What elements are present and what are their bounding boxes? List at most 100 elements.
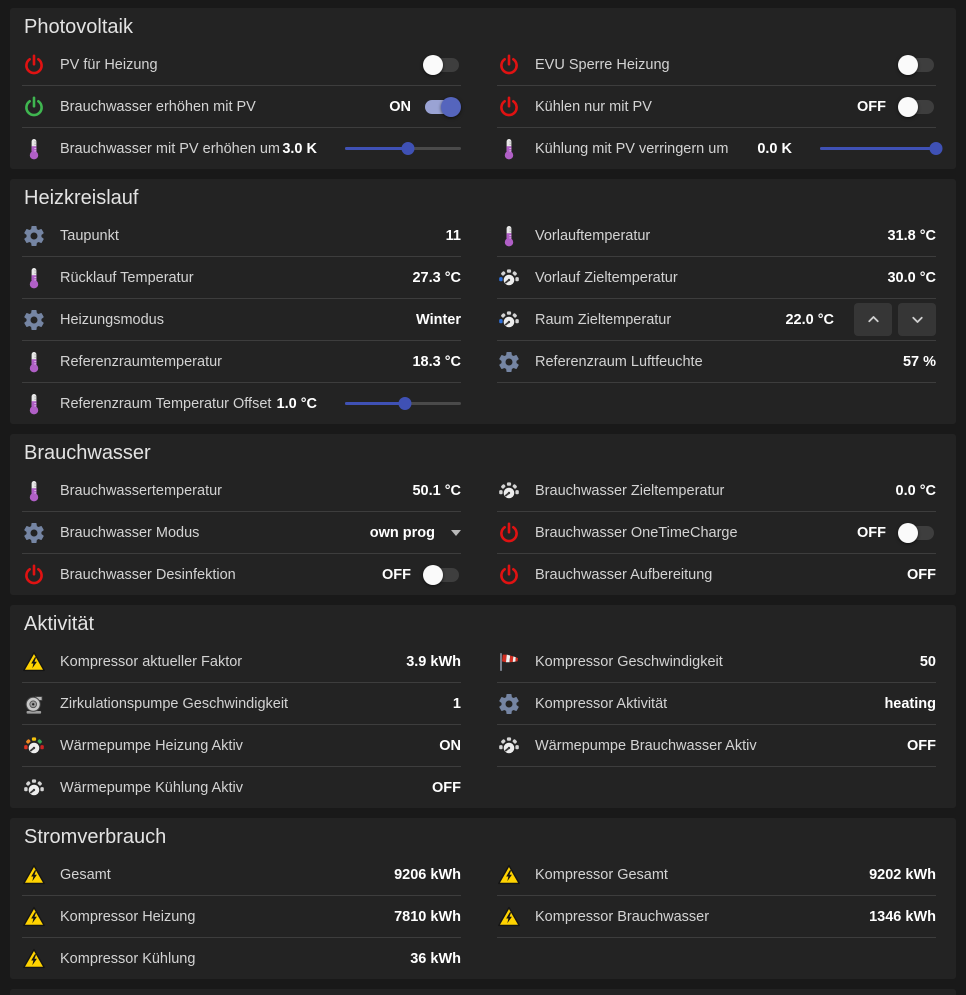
warning-icon (497, 863, 521, 887)
toggle-switch[interactable] (898, 96, 936, 117)
entity-value: OFF (432, 779, 461, 796)
entity-label: Kompressor Gesamt (535, 866, 668, 883)
section-title: Stromverbrauch (24, 826, 167, 848)
toggle-switch[interactable] (423, 564, 461, 585)
entity-row[interactable]: Brauchwasser Modus own prog (22, 512, 461, 554)
entity-row[interactable]: Kompressor Aktivität heating (497, 683, 936, 725)
entity-value: OFF (857, 524, 886, 541)
entity-label: Referenzraum Temperatur Offset (60, 395, 272, 412)
entity-label: Wärmepumpe Brauchwasser Aktiv (535, 737, 757, 754)
entity-row[interactable]: Brauchwasser Aufbereitung OFF (497, 554, 936, 595)
entity-row[interactable]: Brauchwasser mit PV erhöhen um 3.0 K (22, 128, 461, 169)
dashboard: Photovoltaik PV für Heizung Brauchwasser e… (0, 8, 966, 979)
toggle-switch[interactable] (423, 96, 461, 117)
entity-value: 57 % (902, 353, 936, 370)
entity-row[interactable]: Referenzraum Temperatur Offset 1.0 °C (22, 383, 461, 424)
entity-value: 11 (445, 227, 461, 244)
power-red-icon (22, 563, 46, 587)
entity-value: 0.0 °C (895, 482, 936, 499)
entity-row[interactable]: Kompressor Heizung 7810 kWh (22, 896, 461, 938)
toggle-switch[interactable] (898, 522, 936, 543)
entity-value: 22.0 °C (785, 311, 834, 328)
gear-icon (497, 350, 521, 374)
entity-value: 3.0 K (282, 140, 317, 157)
gear-icon (22, 224, 46, 248)
entity-row[interactable]: Referenzraum Luftfeuchte 57 % (497, 341, 936, 383)
windsock-icon (497, 650, 521, 674)
entity-label: Brauchwasser Modus (60, 524, 200, 541)
entity-row[interactable]: Kompressor Brauchwasser 1346 kWh (497, 896, 936, 938)
entity-value: OFF (907, 566, 936, 583)
increase-button[interactable] (854, 303, 892, 336)
entity-label: Vorlauftemperatur (535, 227, 651, 244)
mode-select[interactable]: own prog (370, 525, 461, 541)
section-card: Heizkreislauf Taupunkt 11 Rücklauf Temperat… (10, 179, 956, 424)
entity-label: Taupunkt (60, 227, 119, 244)
entity-row[interactable]: PV für Heizung (22, 44, 461, 86)
entity-row[interactable]: Gesamt 9206 kWh (22, 854, 461, 896)
gauge-color-icon (22, 734, 46, 758)
card-column: EVU Sperre Heizung Kühlen nur mit PV OFF Kü… (497, 44, 943, 169)
entity-row[interactable]: Taupunkt 11 (22, 215, 461, 257)
entity-label: Kompressor Kühlung (60, 950, 196, 967)
entity-row[interactable]: Brauchwasser OneTimeCharge OFF (497, 512, 936, 554)
entity-row[interactable]: Referenzraumtemperatur 18.3 °C (22, 341, 461, 383)
entity-label: Kühlung mit PV verringern um (535, 140, 729, 157)
gauge-plain-icon (497, 734, 521, 758)
thermometer-icon (22, 392, 46, 416)
toggle-switch[interactable] (898, 54, 936, 75)
dropdown-arrow-icon (451, 529, 461, 536)
entity-row[interactable]: Wärmepumpe Kühlung Aktiv OFF (22, 767, 461, 808)
card-column: Kompressor aktueller Faktor 3.9 kWh Zirkul… (22, 641, 461, 808)
value-slider[interactable] (820, 141, 943, 157)
thermometer-icon (22, 137, 46, 161)
entity-row[interactable]: Vorlauftemperatur 31.8 °C (497, 215, 936, 257)
entity-row[interactable]: Brauchwasser Desinfektion OFF (22, 554, 461, 595)
entity-label: Kompressor Aktivität (535, 695, 668, 712)
thermometer-icon (497, 137, 521, 161)
entity-row[interactable]: Wärmepumpe Brauchwasser Aktiv OFF (497, 725, 936, 767)
entity-row[interactable]: Raum Zieltemperatur 22.0 °C (497, 299, 936, 341)
entity-row[interactable]: Vorlauf Zieltemperatur 30.0 °C (497, 257, 936, 299)
entity-row[interactable]: EVU Sperre Heizung (497, 44, 936, 86)
entity-label: Kompressor Heizung (60, 908, 196, 925)
gauge-blue-icon (497, 266, 521, 290)
entity-value: OFF (907, 737, 936, 754)
entity-value: 0.0 K (757, 140, 792, 157)
entity-row[interactable]: Kompressor Geschwindigkeit 50 (497, 641, 936, 683)
entity-label: PV für Heizung (60, 56, 158, 73)
entity-row[interactable]: Kühlung mit PV verringern um 0.0 K (497, 128, 943, 169)
section-title: Photovoltaik (24, 16, 133, 38)
value-slider[interactable] (345, 396, 461, 412)
thermometer-icon (497, 224, 521, 248)
gauge-plain-icon (497, 479, 521, 503)
entity-row[interactable]: Heizungsmodus Winter (22, 299, 461, 341)
entity-row[interactable]: Rücklauf Temperatur 27.3 °C (22, 257, 461, 299)
value-slider[interactable] (345, 141, 461, 157)
entity-value: Winter (416, 311, 461, 328)
entity-row[interactable]: Kompressor aktueller Faktor 3.9 kWh (22, 641, 461, 683)
entity-row[interactable]: Zirkulationspumpe Geschwindigkeit 1 (22, 683, 461, 725)
entity-row[interactable]: Wärmepumpe Heizung Aktiv ON (22, 725, 461, 767)
entity-row[interactable]: Brauchwasser erhöhen mit PV ON (22, 86, 461, 128)
entity-label: Brauchwasser erhöhen mit PV (60, 98, 256, 115)
entity-label: Referenzraum Luftfeuchte (535, 353, 703, 370)
entity-label: Rücklauf Temperatur (60, 269, 194, 286)
section-title: Brauchwasser (24, 442, 151, 464)
entity-value: 31.8 °C (887, 227, 936, 244)
entity-label: Wärmepumpe Heizung Aktiv (60, 737, 243, 754)
selected-option: own prog (369, 524, 435, 541)
entity-row[interactable]: Kompressor Gesamt 9202 kWh (497, 854, 936, 896)
entity-row[interactable]: Kompressor Kühlung 36 kWh (22, 938, 461, 979)
entity-label: Brauchwasser mit PV erhöhen um (60, 140, 281, 157)
section-card: Stromverbrauch Gesamt 9206 kWh Kompressor H… (10, 818, 956, 979)
entity-row[interactable]: Brauchwassertemperatur 50.1 °C (22, 470, 461, 512)
entity-label: Zirkulationspumpe Geschwindigkeit (60, 695, 289, 712)
gauge-blue-icon (497, 308, 521, 332)
toggle-switch[interactable] (423, 54, 461, 75)
entity-value: 50 (919, 653, 936, 670)
entity-label: Wärmepumpe Kühlung Aktiv (60, 779, 243, 796)
decrease-button[interactable] (898, 303, 936, 336)
entity-row[interactable]: Kühlen nur mit PV OFF (497, 86, 936, 128)
entity-row[interactable]: Brauchwasser Zieltemperatur 0.0 °C (497, 470, 936, 512)
